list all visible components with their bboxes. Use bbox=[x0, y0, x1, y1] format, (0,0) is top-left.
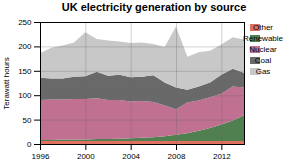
svg-text:2012: 2012 bbox=[213, 152, 231, 161]
svg-text:2004: 2004 bbox=[122, 152, 140, 161]
html-text:UK electricity generation by s: UK electricity generation by source bbox=[61, 1, 247, 13]
svg-text:2008: 2008 bbox=[168, 152, 186, 161]
svg-text:Terawatt hours: Terawatt hours bbox=[2, 57, 11, 109]
svg-text:150: 150 bbox=[18, 67, 32, 76]
svg-text:200: 200 bbox=[18, 42, 32, 51]
svg-text:Coal: Coal bbox=[255, 56, 272, 65]
svg-text:250: 250 bbox=[18, 18, 32, 27]
svg-text:50: 50 bbox=[23, 116, 32, 125]
svg-text:1996: 1996 bbox=[32, 152, 50, 161]
svg-text:Other: Other bbox=[253, 23, 273, 32]
svg-text:2000: 2000 bbox=[77, 152, 95, 161]
svg-text:Renewable: Renewable bbox=[243, 34, 284, 43]
svg-text:100: 100 bbox=[18, 91, 32, 100]
svg-text:Nuclear: Nuclear bbox=[249, 45, 277, 54]
svg-text:0: 0 bbox=[27, 140, 32, 149]
svg-text:Gas: Gas bbox=[256, 67, 271, 76]
